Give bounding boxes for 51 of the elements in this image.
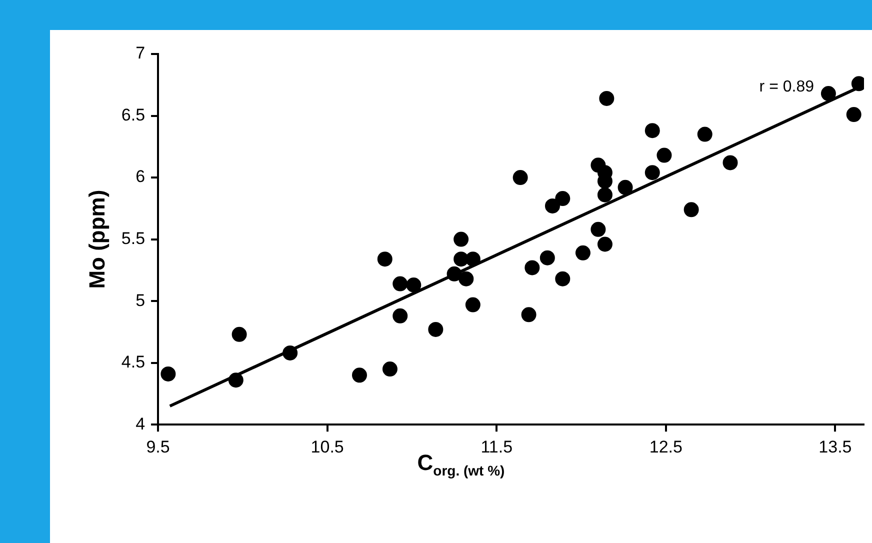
point [846,107,862,122]
point [722,155,738,170]
point [597,236,612,252]
point [512,170,528,186]
point [454,232,469,247]
point [521,307,536,322]
point [597,187,612,202]
point [697,126,712,142]
point [382,362,398,377]
point [377,252,392,267]
y-tick-label: 6.5 [121,105,146,124]
point [392,308,408,324]
point [160,366,176,382]
annotation: r = 0.89 [759,78,814,96]
y-tick-label: 6 [136,167,146,186]
point [524,260,540,276]
point [428,322,444,337]
point [644,165,660,180]
y-axis-title: Mo (ppm) [84,190,110,289]
y-tick-label: 5.5 [121,228,146,248]
point [656,148,672,163]
y-tick-label: 4.5 [121,352,146,372]
x-tick-label: 11.5 [480,437,513,456]
point [458,271,474,286]
point [392,276,408,292]
point [228,372,244,388]
point [352,368,367,383]
point [555,271,570,286]
point [590,222,606,237]
point [684,202,699,218]
x-tick-label: 10.5 [310,437,344,456]
x-tick-label: 13.5 [818,437,852,456]
point [232,326,247,342]
y-tick-label: 4 [136,414,146,434]
x-tick-label: 9.5 [146,437,170,456]
point [282,345,298,360]
point [575,245,590,260]
point [544,198,560,214]
point [644,123,660,138]
point [618,180,633,195]
y-tick-label: 5 [136,290,146,310]
point [599,90,614,106]
point [555,191,570,206]
point [446,266,462,282]
point [465,252,480,267]
x-tick-label: 12.5 [649,437,682,456]
point [465,297,480,312]
point [540,250,555,266]
point [406,278,422,293]
point [820,86,836,102]
y-tick-label: 7 [136,44,146,63]
